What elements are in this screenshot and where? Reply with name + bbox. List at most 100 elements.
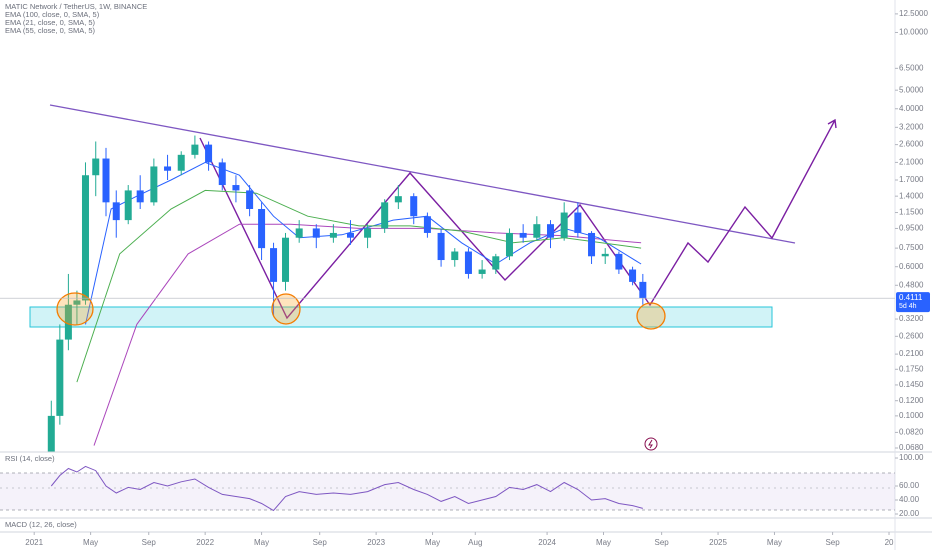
candle-body (394, 196, 402, 203)
candle-body (381, 202, 389, 229)
x-tick-label: 2024 (538, 538, 556, 547)
candle-body (312, 228, 320, 238)
y-tick-label: 1.4000 (899, 191, 924, 200)
candle-body (588, 232, 596, 257)
y-tick-label: 2.1000 (899, 158, 924, 167)
candle-body (270, 248, 278, 282)
y-tick-label: 6.5000 (899, 63, 924, 72)
y-tick-label: 3.2000 (899, 122, 924, 131)
pattern-path (199, 119, 836, 320)
candle-body (329, 232, 337, 238)
x-tick-label: Sep (313, 538, 328, 547)
ema-line (85, 161, 642, 325)
y-tick-label: 0.1450 (899, 380, 924, 389)
candle-body (478, 269, 486, 274)
candle-body (364, 228, 372, 238)
legend-entry: EMA (55, close, 0, SMA, 5) (5, 26, 96, 35)
highlight (636, 302, 666, 330)
legend-entry: EMA (21, close, 0, SMA, 5) (5, 18, 96, 27)
x-tick-label: Aug (468, 538, 482, 547)
countdown: 5d 4h (899, 303, 917, 310)
ema-line (93, 223, 642, 446)
candle-body (464, 251, 472, 274)
rsi-tick-label: 20.00 (899, 509, 920, 518)
candle-body (258, 208, 266, 249)
x-tick-label: May (425, 538, 440, 547)
x-tick-label: 2023 (367, 538, 385, 547)
legend-entry: EMA (100, close, 0, SMA, 5) (5, 10, 100, 19)
candle-body (56, 339, 64, 416)
candle-body (423, 216, 431, 233)
x-tick-label: 20 (885, 538, 894, 547)
rsi-line (50, 465, 643, 512)
candle-body (112, 202, 120, 221)
y-tick-label: 0.1200 (899, 396, 924, 405)
y-tick-label: 2.6000 (899, 140, 924, 149)
candle-body (92, 158, 100, 176)
arrow-head (827, 118, 837, 129)
candle-body (629, 269, 637, 282)
x-tick-label: Sep (655, 538, 670, 547)
candle-body (505, 232, 513, 257)
candle-body (560, 212, 568, 238)
y-tick-label: 0.2100 (899, 349, 924, 358)
y-tick-label: 0.4800 (899, 280, 924, 289)
candle-body (574, 212, 582, 233)
rsi-tick-label: 40.00 (899, 495, 920, 504)
candle-body (205, 144, 213, 163)
candle-body (102, 158, 110, 203)
y-tick-label: 0.1000 (899, 411, 924, 420)
last-price-label: 0.4111 (899, 293, 923, 302)
event-icon[interactable] (644, 437, 658, 451)
y-tick-label: 0.6000 (899, 262, 924, 271)
y-tick-label: 5.0000 (899, 85, 924, 94)
x-tick-label: Sep (142, 538, 157, 547)
candle-body (601, 253, 609, 257)
candle-body (547, 224, 555, 238)
x-tick-label: May (596, 538, 611, 547)
candle-body (437, 232, 445, 261)
y-tick-label: 0.9500 (899, 224, 924, 233)
rsi-label: RSI (14, close) (5, 454, 55, 463)
candle-body (218, 162, 226, 186)
candle-body (81, 175, 89, 301)
y-tick-label: 10.0000 (899, 28, 928, 37)
x-tick-label: Sep (825, 538, 840, 547)
x-tick-label: 2025 (709, 538, 727, 547)
x-tick-label: May (767, 538, 782, 547)
candle-body (346, 232, 354, 238)
support-zone (29, 306, 773, 328)
candle-body (136, 190, 144, 203)
candle-body (410, 196, 418, 217)
y-tick-label: 0.2600 (899, 331, 924, 340)
candle-body (232, 185, 240, 191)
trendline (49, 104, 796, 244)
candle-body (177, 154, 185, 171)
candle-body (533, 224, 541, 238)
x-tick-label: May (83, 538, 98, 547)
candle-body (164, 166, 172, 171)
y-tick-label: 1.1500 (899, 208, 924, 217)
y-tick-label: 0.3200 (899, 314, 924, 323)
candle-body (451, 251, 459, 261)
candle-body (47, 415, 55, 452)
x-tick-label: May (254, 538, 269, 547)
candle-body (191, 144, 199, 155)
macd-label: MACD (12, 26, close) (5, 520, 77, 529)
candle-body (295, 228, 303, 238)
y-tick-label: 0.7500 (899, 243, 924, 252)
candle-body (150, 166, 158, 203)
candle-body (615, 253, 623, 270)
event-bolt (648, 439, 653, 449)
x-tick-label: 2021 (25, 538, 43, 547)
y-tick-label: 0.1750 (899, 364, 924, 373)
candle-body (492, 256, 500, 270)
highlight (56, 292, 94, 326)
y-tick-label: 12.5000 (899, 9, 928, 18)
candle-body (246, 190, 254, 209)
rsi-pane (50, 465, 643, 512)
y-tick-label: 0.0820 (899, 428, 924, 437)
candle-body (519, 232, 527, 238)
